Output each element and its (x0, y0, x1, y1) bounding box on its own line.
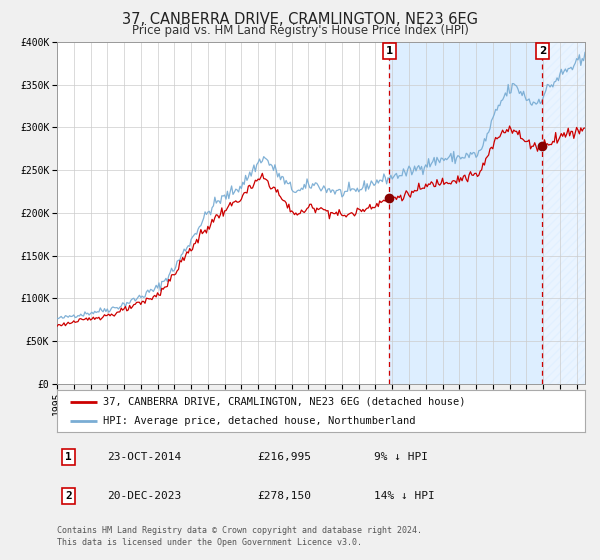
Text: Price paid vs. HM Land Registry's House Price Index (HPI): Price paid vs. HM Land Registry's House … (131, 24, 469, 37)
Text: 2: 2 (539, 46, 546, 56)
Bar (542, 42, 593, 384)
Bar (389, 42, 542, 384)
Text: 2: 2 (65, 491, 72, 501)
Text: 37, CANBERRA DRIVE, CRAMLINGTON, NE23 6EG: 37, CANBERRA DRIVE, CRAMLINGTON, NE23 6E… (122, 12, 478, 27)
Text: HPI: Average price, detached house, Northumberland: HPI: Average price, detached house, Nort… (103, 416, 416, 426)
Text: 1: 1 (65, 452, 72, 462)
Text: 14% ↓ HPI: 14% ↓ HPI (374, 491, 434, 501)
Text: Contains HM Land Registry data © Crown copyright and database right 2024.: Contains HM Land Registry data © Crown c… (57, 526, 422, 535)
Text: This data is licensed under the Open Government Licence v3.0.: This data is licensed under the Open Gov… (57, 538, 362, 547)
Text: 9% ↓ HPI: 9% ↓ HPI (374, 452, 428, 462)
Text: 23-OCT-2014: 23-OCT-2014 (107, 452, 181, 462)
Text: 37, CANBERRA DRIVE, CRAMLINGTON, NE23 6EG (detached house): 37, CANBERRA DRIVE, CRAMLINGTON, NE23 6E… (103, 396, 466, 407)
Text: £216,995: £216,995 (257, 452, 311, 462)
Text: 1: 1 (385, 46, 392, 56)
Text: £278,150: £278,150 (257, 491, 311, 501)
Text: 20-DEC-2023: 20-DEC-2023 (107, 491, 181, 501)
